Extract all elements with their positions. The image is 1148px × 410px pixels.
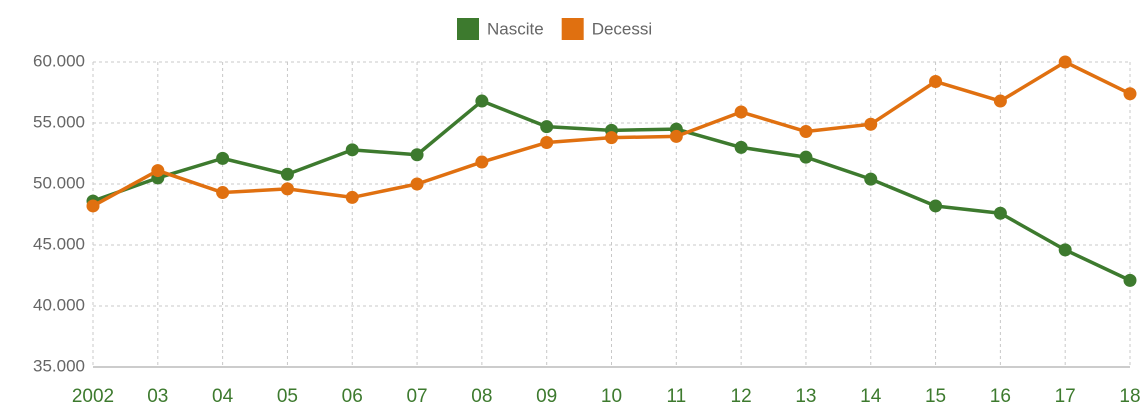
data-point bbox=[86, 199, 100, 213]
data-point bbox=[993, 206, 1007, 220]
x-tick-label: 16 bbox=[990, 386, 1011, 407]
y-tick-label: 60.000 bbox=[33, 51, 85, 70]
data-point bbox=[280, 167, 294, 181]
x-tick-label: 05 bbox=[277, 386, 298, 407]
data-point bbox=[540, 136, 554, 150]
data-point bbox=[216, 151, 230, 165]
x-tick-label: 08 bbox=[471, 386, 492, 407]
x-tick-label: 13 bbox=[795, 386, 816, 407]
data-point bbox=[605, 131, 618, 145]
data-point bbox=[993, 94, 1007, 108]
legend-swatch bbox=[561, 18, 584, 40]
data-point bbox=[280, 182, 294, 196]
data-point bbox=[799, 125, 813, 139]
data-point bbox=[734, 140, 748, 154]
x-tick-label: 04 bbox=[212, 386, 234, 407]
data-point bbox=[1123, 273, 1137, 287]
data-point bbox=[864, 172, 878, 186]
data-point bbox=[929, 75, 943, 89]
y-tick-label: 55.000 bbox=[33, 112, 85, 131]
y-tick-label: 50.000 bbox=[33, 173, 85, 192]
x-tick-label: 2002 bbox=[72, 386, 114, 407]
data-point bbox=[1058, 243, 1072, 257]
data-point bbox=[345, 190, 359, 204]
y-tick-label: 40.000 bbox=[33, 295, 85, 314]
x-tick-label: 14 bbox=[860, 386, 882, 407]
data-point bbox=[1123, 87, 1137, 101]
data-point bbox=[864, 117, 878, 131]
x-tick-label: 06 bbox=[342, 386, 363, 407]
data-point bbox=[1058, 55, 1072, 69]
y-tick-label: 35.000 bbox=[33, 356, 85, 375]
x-tick-label: 03 bbox=[147, 386, 168, 407]
data-point bbox=[929, 199, 943, 213]
x-tick-label: 11 bbox=[666, 386, 686, 407]
x-tick-label: 12 bbox=[731, 386, 752, 407]
data-point bbox=[669, 129, 683, 143]
data-point bbox=[475, 94, 489, 108]
y-tick-label: 45.000 bbox=[33, 234, 85, 253]
data-point bbox=[345, 143, 359, 157]
legend-label: Nascite bbox=[487, 19, 544, 38]
x-tick-label: 18 bbox=[1119, 386, 1140, 407]
x-tick-label: 17 bbox=[1055, 386, 1076, 407]
x-tick-label: 09 bbox=[536, 386, 557, 407]
data-point bbox=[216, 186, 230, 200]
legend-label: Decessi bbox=[592, 19, 652, 38]
data-point bbox=[410, 148, 424, 162]
data-point bbox=[475, 155, 489, 169]
legend-swatch bbox=[457, 18, 479, 40]
data-point bbox=[151, 164, 165, 178]
data-point bbox=[410, 177, 424, 191]
x-tick-label: 10 bbox=[601, 386, 622, 407]
x-tick-label: 15 bbox=[925, 386, 946, 407]
x-tick-label: 07 bbox=[406, 386, 427, 407]
data-point bbox=[734, 105, 748, 119]
data-point bbox=[799, 150, 813, 164]
data-point bbox=[540, 120, 554, 134]
